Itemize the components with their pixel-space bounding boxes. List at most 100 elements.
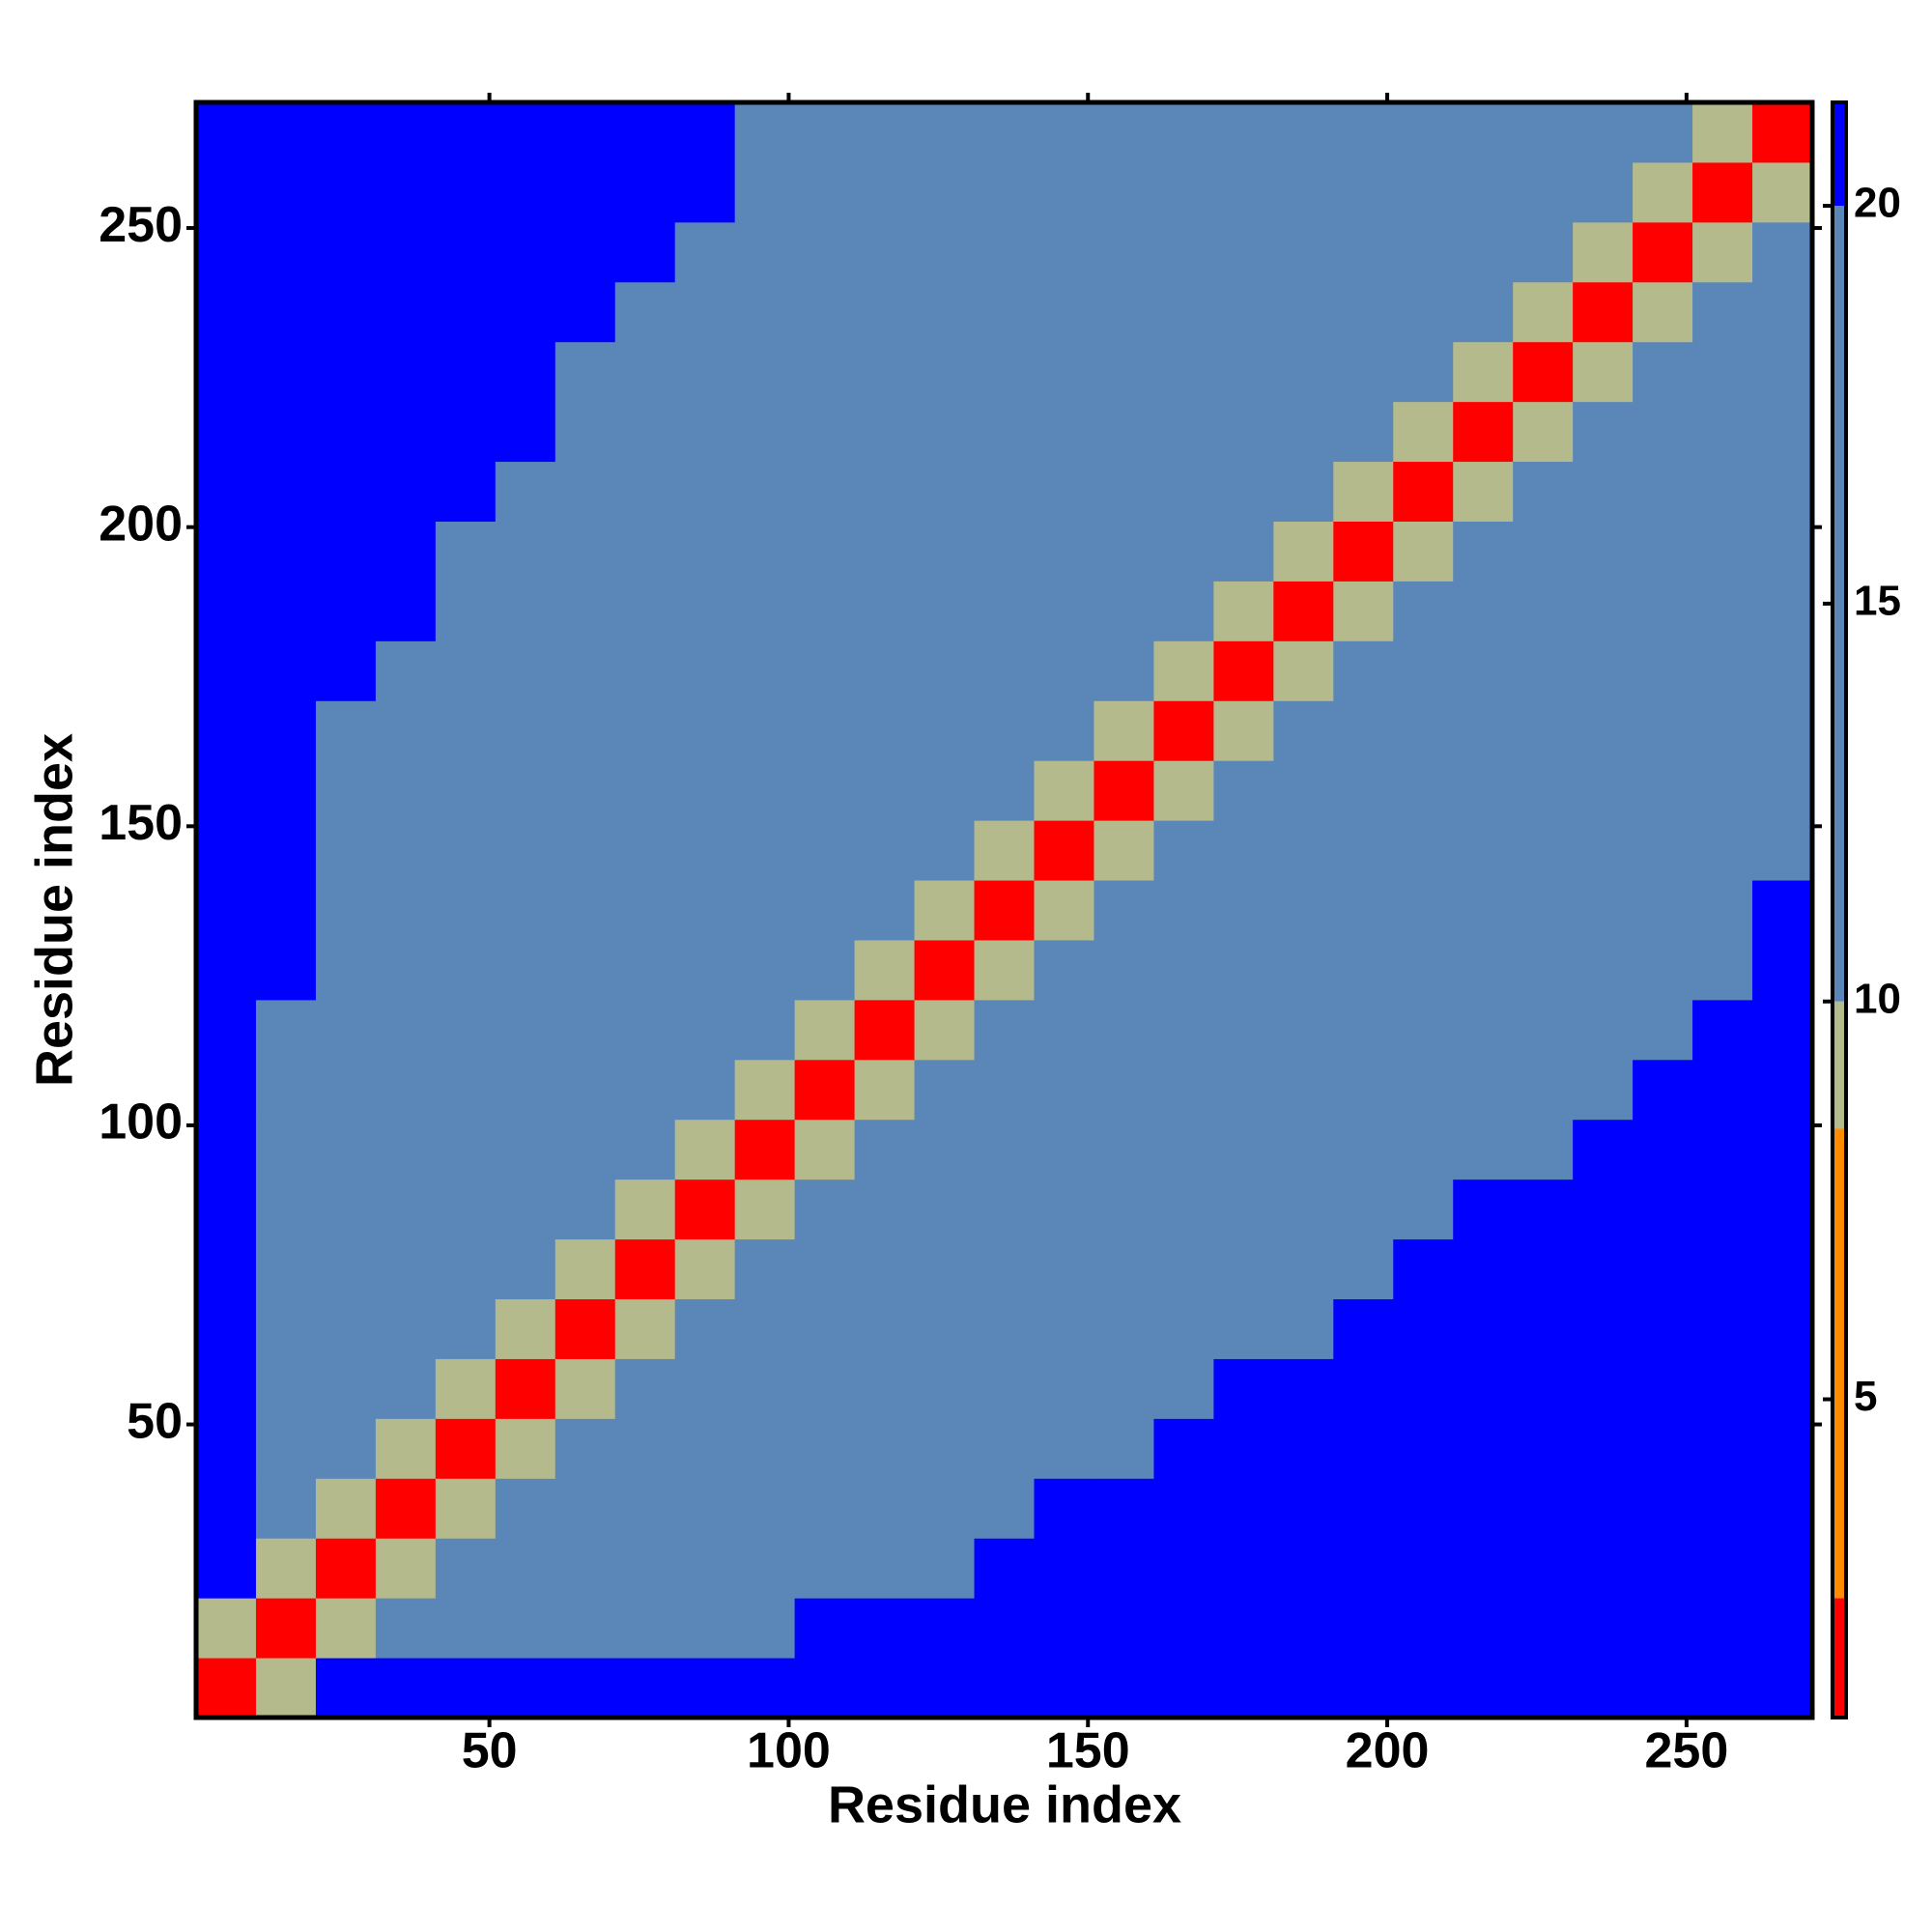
heat-cell: [1692, 1179, 1753, 1240]
heat-cell: [1453, 461, 1514, 522]
heat-cell: [255, 1238, 317, 1300]
heat-cell: [1513, 581, 1574, 641]
heat-cell: [1513, 521, 1574, 582]
heat-cell: [435, 1238, 497, 1300]
heat-cell: [674, 880, 736, 941]
heat-cell: [315, 581, 377, 641]
heat-cell: [1633, 1298, 1693, 1359]
heat-cell: [1633, 281, 1693, 343]
heat-cell: [1273, 161, 1334, 223]
heat-cell: [554, 281, 616, 343]
heat-cell: [1094, 640, 1154, 701]
heat-cell: [1034, 880, 1094, 941]
heat-cell: [1273, 1538, 1334, 1599]
heat-cell: [1692, 401, 1753, 463]
heat-cell: [1513, 1598, 1574, 1659]
heat-cell: [1393, 1119, 1454, 1180]
heat-cell: [1333, 102, 1394, 163]
heat-cell: [554, 461, 616, 522]
heat-cell: [794, 1119, 856, 1180]
heat-cell: [974, 1298, 1035, 1359]
heat-cell: [255, 401, 317, 463]
heat-cell: [734, 999, 796, 1061]
heat-cell: [614, 1478, 676, 1539]
y-tick-label: 50: [127, 1393, 183, 1449]
heat-cell: [614, 999, 676, 1061]
heat-cell: [614, 281, 676, 343]
heat-cell: [1273, 102, 1334, 163]
heat-cell: [1513, 939, 1574, 1001]
heat-cell: [794, 221, 856, 283]
heat-cell: [1573, 1119, 1634, 1180]
heat-cell: [674, 221, 736, 283]
heat-cell: [1573, 1179, 1634, 1240]
heat-cell: [1034, 820, 1094, 881]
heat-cell: [1213, 1538, 1274, 1599]
heat-cell: [1094, 341, 1154, 403]
heat-cell: [1094, 1538, 1154, 1599]
heat-cell: [554, 1478, 616, 1539]
heat-cell: [1573, 1538, 1634, 1599]
heat-cell: [734, 221, 796, 283]
heat-cell: [1573, 401, 1634, 463]
heat-cell: [914, 461, 976, 522]
heat-cell: [1453, 401, 1514, 463]
heat-cell: [1752, 401, 1813, 463]
heat-cell: [554, 640, 616, 701]
heat-cell: [854, 461, 916, 522]
heat-cell: [554, 1598, 616, 1659]
heat-cell: [495, 1179, 556, 1240]
heat-cell: [914, 341, 976, 403]
heat-cell: [255, 700, 317, 761]
heat-cell: [974, 939, 1035, 1001]
heat-cell: [435, 401, 497, 463]
colorbar-tick-label: 5: [1854, 1373, 1877, 1420]
heat-cell: [435, 760, 497, 821]
heat-cell: [315, 1538, 377, 1599]
heat-cell: [435, 161, 497, 223]
heat-cell: [495, 700, 556, 761]
heat-cell: [1513, 102, 1574, 163]
heat-cell: [794, 161, 856, 223]
heat-cell: [435, 1358, 497, 1419]
heat-cell: [794, 341, 856, 403]
heat-cell: [1633, 1358, 1693, 1419]
heat-cell: [1094, 760, 1154, 821]
heat-cell: [1692, 939, 1753, 1001]
heat-cell: [1213, 1298, 1274, 1359]
heat-cell: [734, 820, 796, 881]
colorbar-band: [1833, 1001, 1846, 1129]
heat-cell: [614, 221, 676, 283]
heat-cell: [1393, 461, 1454, 522]
heat-cell: [854, 1179, 916, 1240]
heat-cell: [1094, 1059, 1154, 1121]
heat-cell: [196, 1119, 257, 1180]
heat-cell: [1513, 1238, 1574, 1300]
heat-cell: [674, 939, 736, 1001]
heat-cell: [674, 1179, 736, 1240]
heat-cell: [674, 161, 736, 223]
heat-cell: [914, 820, 976, 881]
heat-cell: [554, 1418, 616, 1479]
heat-cell: [554, 1298, 616, 1359]
heat-cell: [854, 521, 916, 582]
x-tick-label: 100: [747, 1723, 831, 1779]
heat-cell: [1393, 820, 1454, 881]
heat-cell: [255, 1059, 317, 1121]
heat-cell: [315, 461, 377, 522]
heat-cell: [1273, 1119, 1334, 1180]
heat-cell: [1213, 341, 1274, 403]
heat-cell: [1573, 1059, 1634, 1121]
heat-cell: [1273, 999, 1334, 1061]
heat-cell: [495, 221, 556, 283]
heat-cell: [1692, 1238, 1753, 1300]
heat-cell: [1213, 999, 1274, 1061]
heat-cell: [315, 1238, 377, 1300]
heat-cell: [794, 1358, 856, 1419]
heat-cell: [1752, 281, 1813, 343]
x-tick-label: 200: [1346, 1723, 1430, 1779]
heat-cell: [196, 1538, 257, 1599]
heat-cell: [435, 102, 497, 163]
heat-cell: [794, 700, 856, 761]
heat-cell: [914, 161, 976, 223]
